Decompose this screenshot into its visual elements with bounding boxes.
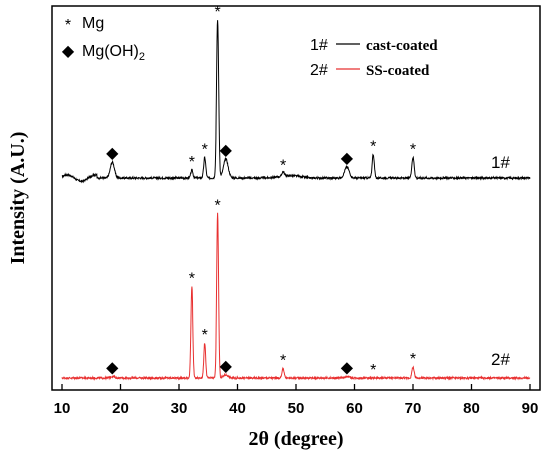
phase-legend: * Mg ◆ Mg(OH)2 — [62, 15, 145, 63]
x-axis-ticks: 10 20 30 40 50 60 70 80 90 — [54, 384, 539, 417]
peak-marker-s1-1: * — [189, 154, 195, 171]
series-1-id: 1# — [310, 37, 328, 54]
y-axis-title: Intensity (A.U.) — [7, 132, 29, 265]
curves-layer — [61, 20, 531, 381]
mg-marker-symbol: * — [65, 17, 71, 34]
peak-marker-s1-8: * — [410, 141, 416, 158]
phase-legend-item-mgoh2: ◆ Mg(OH)2 — [62, 43, 145, 63]
x-tick-label-6: 70 — [405, 400, 422, 417]
phase-legend-item-mg: * Mg — [65, 15, 104, 34]
series-legend: 1# cast-coated 2# SS-coated — [310, 37, 438, 79]
mgoh2-label: Mg(OH)2 — [82, 43, 145, 63]
peak-marker-s1-6: ◆ — [341, 150, 354, 167]
plot-frame — [51, 5, 541, 391]
peak-marker-s1-2: * — [202, 141, 208, 158]
peak-marker-s1-4: ◆ — [220, 142, 233, 159]
mg-label: Mg — [82, 15, 104, 32]
series-line-2 — [61, 212, 531, 381]
x-axis-title: 2θ (degree) — [248, 428, 343, 450]
peak-marker-s1-3: * — [214, 4, 220, 21]
series-line-1 — [61, 20, 531, 184]
x-tick-label-4: 50 — [288, 400, 305, 417]
peak-marker-s2-1: * — [189, 270, 195, 287]
x-tick-label-3: 40 — [229, 400, 246, 417]
x-tick-label-5: 60 — [346, 400, 363, 417]
peak-marker-s2-7: * — [370, 362, 376, 379]
x-tick-label-7: 80 — [463, 400, 480, 417]
x-tick-label-1: 20 — [112, 400, 129, 417]
mgoh2-label-sub: 2 — [139, 51, 145, 63]
peak-marker-s2-0: ◆ — [106, 359, 119, 376]
series-legend-item-1: 1# cast-coated — [310, 37, 438, 54]
peak-marker-s2-8: * — [410, 351, 416, 368]
peak-marker-s1-7: * — [370, 138, 376, 155]
peak-marker-s2-2: * — [202, 327, 208, 344]
curve-label-1: 1# — [491, 153, 510, 172]
mgoh2-label-main: Mg(OH) — [82, 43, 139, 60]
peak-marker-s2-4: ◆ — [220, 358, 233, 375]
peak-marker-s1-0: ◆ — [106, 145, 119, 162]
series-2-id: 2# — [310, 62, 328, 79]
peak-marker-s2-6: ◆ — [341, 359, 354, 376]
curve-label-2: 2# — [491, 350, 510, 369]
x-tick-label-8: 90 — [522, 400, 539, 417]
series-1-name: cast-coated — [366, 38, 438, 54]
x-tick-label-0: 10 — [54, 400, 71, 417]
mgoh2-marker-symbol: ◆ — [62, 43, 75, 60]
peak-marker-s1-5: * — [280, 157, 286, 174]
series-legend-item-2: 2# SS-coated — [310, 62, 430, 79]
peak-markers-layer: ◆ * * * ◆ * ◆ * * ◆ * * * ◆ * ◆ * * — [106, 4, 416, 379]
x-tick-label-2: 30 — [171, 400, 188, 417]
peak-marker-s2-5: * — [280, 353, 286, 370]
peak-marker-s2-3: * — [214, 198, 220, 215]
series-2-name: SS-coated — [366, 63, 430, 79]
